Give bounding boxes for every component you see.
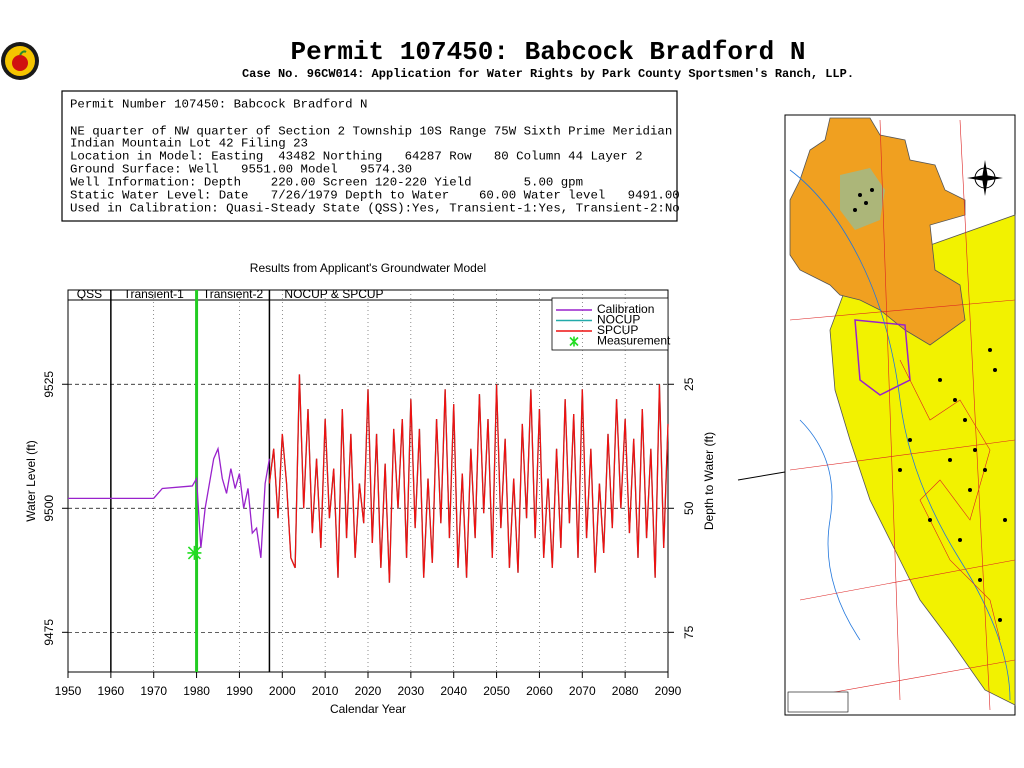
legend-box: [551, 297, 669, 351]
y2-tick-label: 25: [682, 377, 696, 391]
x-tick-label: 1970: [140, 684, 167, 698]
logo: [1, 42, 39, 80]
period-label: Transient-2: [203, 287, 264, 301]
y-tick-label: 9475: [42, 619, 56, 646]
y2-axis-label: Depth to Water (ft): [702, 432, 716, 530]
x-tick-label: 2080: [612, 684, 639, 698]
map-wells: [853, 188, 1007, 622]
chart-title: Results from Applicant's Groundwater Mod…: [250, 261, 486, 275]
map-hatch: [840, 168, 885, 230]
info-line: Well Information: Depth 220.00 Screen 12…: [70, 175, 583, 189]
x-tick-label: 1960: [98, 684, 125, 698]
x-tick-label: 2070: [569, 684, 596, 698]
x-tick-label: 2060: [526, 684, 553, 698]
map-roads: [899, 359, 1001, 641]
period-label: QSS: [77, 287, 102, 301]
legend-label: SPCUP: [597, 323, 638, 337]
map-river: [789, 169, 1011, 701]
legend-marker: [569, 336, 579, 347]
info-line: Used in Calibration: Quasi-Steady State …: [70, 201, 680, 215]
x-tick-label: 1990: [226, 684, 253, 698]
info-line: Location in Model: Easting 43482 Northin…: [70, 149, 643, 163]
map-compass: [967, 160, 1003, 196]
period-label: NOCUP & SPCUP: [284, 287, 383, 301]
map-outline: [854, 319, 911, 396]
legend-label: NOCUP: [597, 313, 640, 327]
info-line: Ground Surface: Well 9551.00 Model 9574.…: [70, 162, 412, 176]
x-tick-label: 1980: [183, 684, 210, 698]
info-line: Permit Number 107450: Babcock Bradford N: [70, 97, 367, 111]
legend-label: Calibration: [597, 302, 654, 316]
map-legend: [787, 691, 849, 713]
map-river: [799, 419, 861, 641]
y2-tick-label: 50: [682, 501, 696, 515]
info-line: NE quarter of NW quarter of Section 2 To…: [70, 124, 672, 138]
map-layer-2: [829, 214, 1016, 706]
y-tick-label: 9525: [42, 371, 56, 398]
page-title: Permit 107450: Babcock Bradford N: [291, 37, 806, 67]
measurement-marker: [187, 545, 202, 560]
info-line: Static Water Level: Date 7/26/1979 Depth…: [70, 188, 680, 202]
x-tick-label: 2030: [398, 684, 425, 698]
x-tick-label: 1950: [55, 684, 82, 698]
info-box: [61, 90, 678, 222]
x-tick-label: 2090: [655, 684, 682, 698]
map-pointer: [737, 471, 786, 481]
x-tick-label: 2040: [440, 684, 467, 698]
x-tick-label: 2000: [269, 684, 296, 698]
x-tick-label: 2050: [483, 684, 510, 698]
x-tick-label: 2020: [355, 684, 382, 698]
info-line: Indian Mountain Lot 42 Filing 23: [70, 136, 308, 150]
series-line: [268, 374, 669, 583]
map-layer-1: [789, 117, 966, 346]
x-axis-label: Calendar Year: [330, 702, 406, 716]
map-roads: [789, 119, 1016, 711]
page-subtitle: Case No. 96CW014: Application for Water …: [242, 67, 854, 81]
location-map: [737, 114, 1016, 716]
series-line: [268, 374, 669, 583]
x-tick-label: 2010: [312, 684, 339, 698]
y2-tick-label: 75: [682, 625, 696, 639]
legend-label: Measurement: [597, 334, 671, 348]
y-axis-label: Water Level (ft): [24, 440, 38, 522]
series-line: [68, 446, 271, 558]
y-tick-label: 9500: [42, 495, 56, 522]
period-label: Transient-1: [124, 287, 185, 301]
